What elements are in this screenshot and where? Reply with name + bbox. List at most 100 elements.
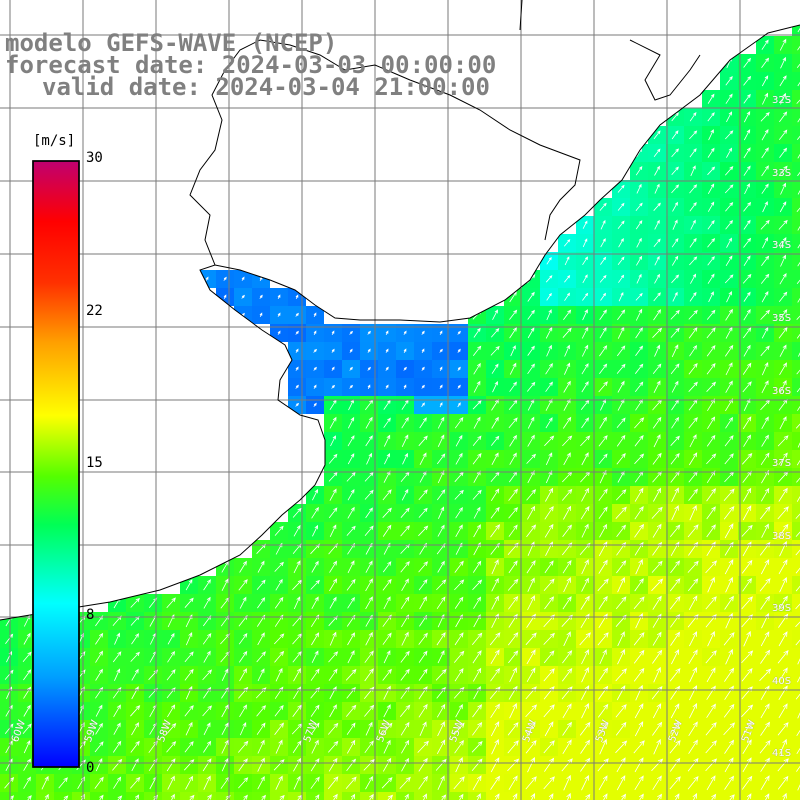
wind-speed-cell [396, 792, 414, 800]
colorbar [33, 161, 79, 767]
wind-speed-cell [792, 72, 800, 90]
wind-speed-cell [576, 792, 594, 800]
wind-speed-cell [36, 792, 54, 800]
wind-speed-cell [342, 792, 360, 800]
wind-speed-cell [792, 576, 800, 594]
wind-speed-cell [270, 792, 288, 800]
wind-speed-cell [792, 396, 800, 414]
lat-label-33s: 33S [772, 168, 791, 179]
wind-speed-cell [18, 792, 36, 800]
wind-speed-cell [612, 792, 630, 800]
wind-speed-cell [792, 270, 800, 288]
wind-speed-cell [792, 126, 800, 144]
wind-speed-cell [648, 792, 666, 800]
wind-speed-cell [0, 792, 18, 800]
colorbar-tick-15: 15 [86, 455, 103, 471]
wind-speed-cell [792, 378, 800, 396]
wind-speed-cell [792, 360, 800, 378]
wind-speed-cell [792, 612, 800, 630]
wind-speed-cell [792, 774, 800, 792]
wind-speed-cell [792, 666, 800, 684]
wind-speed-cell [792, 90, 800, 108]
wind-speed-cell [486, 792, 504, 800]
wind-speed-cell [666, 792, 684, 800]
wind-speed-cell [450, 792, 468, 800]
wind-speed-cell [504, 792, 522, 800]
colorbar-tick-0: 0 [86, 760, 94, 776]
wind-speed-cell [792, 720, 800, 738]
wind-speed-cell [198, 792, 216, 800]
wind-speed-cell [792, 702, 800, 720]
wind-speed-cell [792, 342, 800, 360]
wind-speed-cell [792, 180, 800, 198]
wind-speed-cell [792, 486, 800, 504]
wind-speed-cell [792, 450, 800, 468]
wind-speed-cell [792, 54, 800, 72]
wind-speed-cell [792, 108, 800, 126]
wind-speed-cell [792, 756, 800, 774]
wind-speed-cell [108, 792, 126, 800]
lat-label-41s: 41S [772, 748, 791, 759]
colorbar-tick-30: 30 [86, 150, 103, 166]
wind-speed-cell [792, 234, 800, 252]
wind-speed-cell [54, 792, 72, 800]
wind-speed-cell [792, 468, 800, 486]
wind-speed-cell [234, 792, 252, 800]
title-line-3: valid date: 2024-03-04 21:00:00 [42, 75, 490, 99]
wind-speed-cell [288, 792, 306, 800]
wind-speed-cell [792, 594, 800, 612]
wind-speed-cell [792, 288, 800, 306]
lat-label-34s: 34S [772, 240, 791, 251]
wind-speed-cell [324, 792, 342, 800]
wind-speed-cell [756, 792, 774, 800]
wind-speed-cell [162, 792, 180, 800]
wind-speed-cell [432, 792, 450, 800]
lat-label-39s: 39S [772, 603, 791, 614]
wind-speed-cell [792, 144, 800, 162]
wind-speed-cell [792, 432, 800, 450]
wind-speed-cell [720, 792, 738, 800]
lat-label-38s: 38S [772, 531, 791, 542]
wind-speed-cell [792, 792, 800, 800]
wind-speed-cell [72, 792, 90, 800]
wind-speed-cell [90, 792, 108, 800]
wind-speed-cell [792, 738, 800, 756]
colorbar-tick-8: 8 [86, 607, 94, 623]
wind-speed-cell [792, 216, 800, 234]
lat-label-35s: 35S [772, 313, 791, 324]
wind-speed-cell [180, 792, 198, 800]
lat-label-36s: 36S [772, 386, 791, 397]
wind-speed-cell [792, 684, 800, 702]
wind-speed-cell [306, 792, 324, 800]
wind-speed-cell [792, 36, 800, 54]
lat-label-40s: 40S [772, 676, 791, 687]
wind-speed-cell [540, 792, 558, 800]
wind-speed-cell [792, 306, 800, 324]
wind-speed-cell [792, 630, 800, 648]
wind-speed-cell [414, 792, 432, 800]
wind-speed-cell [792, 540, 800, 558]
wind-speed-cell [792, 648, 800, 666]
wind-speed-cell [378, 792, 396, 800]
wind-speed-cell [792, 504, 800, 522]
wind-speed-cell [792, 198, 800, 216]
colorbar-unit: [m/s] [33, 133, 75, 149]
wind-speed-cell [522, 792, 540, 800]
wind-speed-cell [792, 522, 800, 540]
wind-speed-cell [468, 792, 486, 800]
wind-speed-cell [792, 252, 800, 270]
wind-speed-cell [792, 162, 800, 180]
wind-speed-cell [252, 792, 270, 800]
lat-label-32s: 32S [772, 95, 791, 106]
wind-speed-cell [630, 792, 648, 800]
wind-speed-cell [702, 792, 720, 800]
colorbar-tick-22: 22 [86, 303, 103, 319]
wind-speed-cell [792, 414, 800, 432]
wind-speed-cell [216, 792, 234, 800]
wind-speed-cell [594, 792, 612, 800]
wind-speed-cell [144, 792, 162, 800]
lat-label-37s: 37S [772, 458, 791, 469]
wind-speed-cell [684, 792, 702, 800]
